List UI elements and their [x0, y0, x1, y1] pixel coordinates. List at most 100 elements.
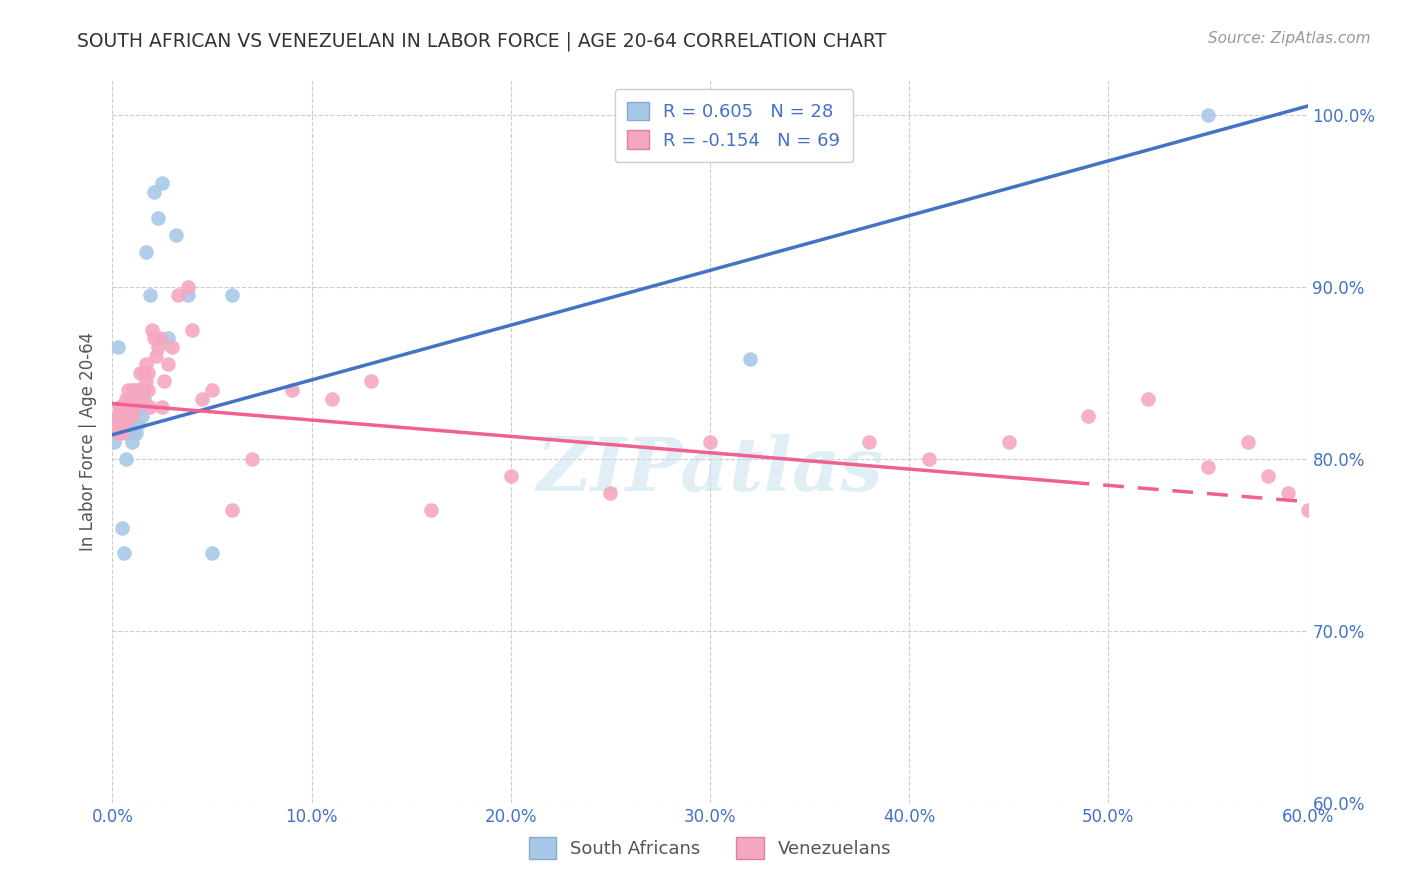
- Point: [117, 409, 139, 423]
- Point: [114, 546, 135, 560]
- Point: [1137, 392, 1160, 406]
- Point: [148, 340, 170, 354]
- Y-axis label: In Labor Force | Age 20-64: In Labor Force | Age 20-64: [79, 332, 97, 551]
- Point: [134, 392, 156, 406]
- Point: [120, 400, 142, 414]
- Point: [114, 417, 135, 432]
- Point: [281, 383, 304, 397]
- Point: [148, 211, 170, 225]
- Point: [105, 409, 128, 423]
- Point: [150, 400, 173, 414]
- Point: [125, 383, 148, 397]
- Point: [141, 323, 163, 337]
- Text: SOUTH AFRICAN VS VENEZUELAN IN LABOR FORCE | AGE 20-64 CORRELATION CHART: SOUTH AFRICAN VS VENEZUELAN IN LABOR FOR…: [77, 31, 887, 51]
- Point: [143, 185, 166, 199]
- Point: [201, 546, 224, 560]
- Point: [127, 417, 149, 432]
- Point: [135, 245, 157, 260]
- Point: [120, 417, 142, 432]
- Point: [103, 434, 125, 449]
- Point: [107, 409, 129, 423]
- Point: [201, 383, 224, 397]
- Point: [143, 331, 166, 345]
- Point: [145, 349, 167, 363]
- Point: [139, 288, 162, 302]
- Point: [135, 375, 157, 389]
- Point: [110, 400, 132, 414]
- Point: [153, 375, 176, 389]
- Point: [162, 340, 183, 354]
- Point: [124, 383, 146, 397]
- Point: [115, 451, 138, 466]
- Point: [135, 357, 157, 371]
- Point: [321, 392, 343, 406]
- Point: [420, 503, 443, 517]
- Point: [117, 425, 139, 440]
- Point: [738, 351, 761, 366]
- Point: [129, 400, 152, 414]
- Point: [1077, 409, 1099, 423]
- Point: [124, 425, 146, 440]
- Point: [111, 520, 134, 534]
- Point: [181, 323, 204, 337]
- Point: [127, 383, 149, 397]
- Point: [129, 366, 152, 380]
- Point: [115, 400, 138, 414]
- Point: [110, 400, 132, 414]
- Point: [121, 383, 143, 397]
- Point: [115, 392, 138, 406]
- Point: [110, 417, 132, 432]
- Point: [114, 409, 135, 423]
- Point: [120, 392, 142, 406]
- Point: [221, 503, 243, 517]
- Point: [1296, 503, 1319, 517]
- Text: Source: ZipAtlas.com: Source: ZipAtlas.com: [1208, 31, 1371, 46]
- Point: [149, 331, 172, 345]
- Point: [124, 400, 146, 414]
- Point: [139, 400, 162, 414]
- Point: [240, 451, 263, 466]
- Point: [121, 409, 143, 423]
- Point: [103, 417, 125, 432]
- Point: [177, 279, 200, 293]
- Point: [129, 383, 152, 397]
- Point: [111, 425, 134, 440]
- Point: [1197, 460, 1219, 475]
- Point: [858, 434, 880, 449]
- Point: [107, 340, 129, 354]
- Point: [107, 425, 129, 440]
- Point: [499, 469, 522, 483]
- Point: [1277, 486, 1299, 500]
- Point: [138, 383, 160, 397]
- Point: [167, 288, 190, 302]
- Point: [131, 383, 153, 397]
- Point: [117, 383, 139, 397]
- Point: [918, 451, 941, 466]
- Point: [221, 288, 243, 302]
- Point: [131, 409, 153, 423]
- Point: [138, 366, 160, 380]
- Point: [127, 392, 149, 406]
- Point: [998, 434, 1021, 449]
- Point: [115, 409, 138, 423]
- Point: [157, 331, 180, 345]
- Point: [1237, 434, 1260, 449]
- Point: [360, 375, 382, 389]
- Point: [134, 383, 156, 397]
- Point: [134, 366, 156, 380]
- Point: [1257, 469, 1279, 483]
- Point: [115, 417, 138, 432]
- Point: [121, 434, 143, 449]
- Point: [125, 392, 148, 406]
- Point: [1197, 108, 1219, 122]
- Point: [165, 228, 187, 243]
- Point: [177, 288, 200, 302]
- Point: [191, 392, 214, 406]
- Point: [699, 434, 721, 449]
- Point: [125, 425, 148, 440]
- Text: ZIPatlas: ZIPatlas: [537, 434, 883, 507]
- Point: [599, 486, 621, 500]
- Point: [150, 177, 173, 191]
- Point: [111, 409, 134, 423]
- Point: [157, 357, 180, 371]
